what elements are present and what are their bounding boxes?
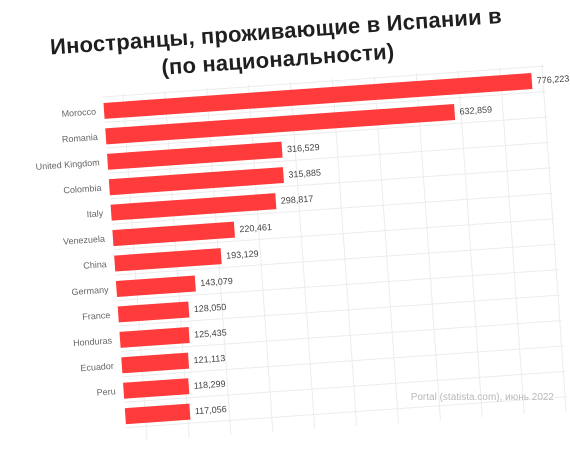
category-label: Peru (96, 386, 116, 397)
grid-line-vertical (541, 64, 567, 413)
grid-line-horizontal (120, 320, 562, 352)
grid-line-horizontal (122, 345, 564, 378)
grid-line-horizontal (106, 116, 548, 149)
grid-line-horizontal (110, 167, 552, 200)
bar-item (124, 403, 191, 425)
grid-line-horizontal (124, 370, 566, 403)
category-label: Honduras (73, 335, 113, 348)
grid-line-horizontal (108, 141, 550, 174)
bar-peru (123, 378, 190, 399)
grid-line-vertical (331, 78, 358, 428)
grid-line-horizontal (103, 65, 545, 98)
category-label: Morocco (61, 106, 96, 118)
grid-line-horizontal (115, 243, 557, 276)
value-label: 143,079 (200, 276, 233, 288)
grid-line-vertical (499, 67, 525, 416)
value-label: 118,299 (193, 379, 225, 391)
category-label: Romania (62, 132, 99, 144)
value-label: 776,223 (536, 73, 569, 85)
value-label: 121,113 (193, 353, 225, 365)
category-label: Venezuela (63, 234, 106, 247)
grid-line-vertical (248, 84, 274, 434)
grid-line-vertical (289, 81, 316, 431)
grid-line-vertical (373, 75, 400, 425)
bar-ecuador (121, 352, 190, 374)
bar-honduras (119, 327, 190, 348)
category-label: China (83, 259, 107, 271)
bar-italy (110, 193, 277, 221)
grid-line-horizontal (117, 269, 559, 301)
value-label: 316,529 (287, 142, 320, 154)
grid-line-horizontal (119, 294, 561, 327)
bar-china (114, 248, 222, 272)
value-label: 315,885 (288, 167, 321, 179)
source-note: Portal (statista.com), июнь 2022 (410, 392, 554, 403)
value-label: 125,435 (194, 327, 227, 339)
bar-germany (115, 275, 196, 297)
category-label: Italy (86, 208, 104, 219)
value-label: 220,461 (239, 222, 272, 234)
bar-morocco (103, 73, 533, 119)
grid-line-horizontal (111, 192, 553, 225)
category-label: Germany (71, 285, 109, 298)
grid-line-vertical (415, 73, 442, 422)
category-label: Ecuador (80, 361, 114, 373)
value-label: 128,050 (193, 302, 226, 314)
value-label: 298,817 (280, 194, 313, 206)
category-label: France (82, 310, 111, 322)
bar-united-kingdom (107, 141, 283, 170)
category-label: Colombia (63, 183, 102, 196)
value-label: 193,129 (226, 248, 259, 260)
value-label: 117,056 (195, 404, 227, 416)
bar-france (117, 301, 190, 323)
grid-line-horizontal (113, 218, 555, 251)
value-label: 632,859 (459, 104, 492, 116)
bar-colombia (108, 167, 285, 196)
bar-venezuela (112, 221, 235, 247)
grid-line-vertical (457, 70, 483, 419)
bar-romania (105, 103, 456, 145)
category-label: United Kingdom (35, 157, 100, 171)
grid-line-horizontal (104, 91, 546, 123)
